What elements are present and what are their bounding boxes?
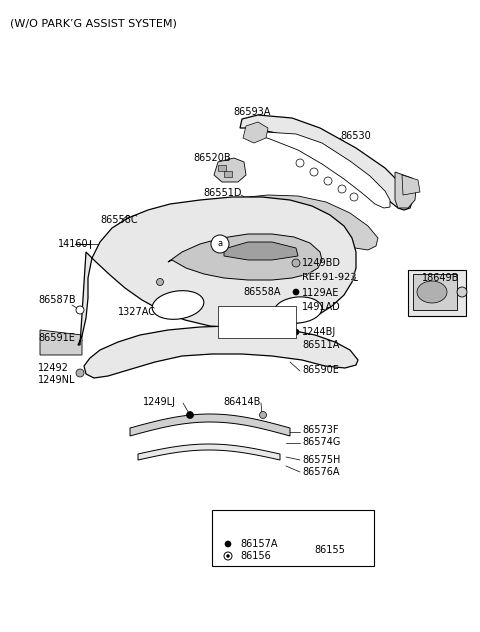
- Text: 1327AC: 1327AC: [118, 307, 156, 317]
- Circle shape: [260, 411, 266, 418]
- Circle shape: [187, 411, 193, 418]
- Ellipse shape: [152, 291, 204, 319]
- Bar: [413, 274, 457, 310]
- Polygon shape: [243, 122, 268, 143]
- Circle shape: [296, 159, 304, 167]
- Text: 86593A: 86593A: [233, 107, 271, 117]
- Text: a: a: [223, 516, 228, 525]
- Ellipse shape: [274, 297, 322, 323]
- Text: 1491AD: 1491AD: [302, 302, 341, 312]
- Text: 1249NL: 1249NL: [38, 375, 75, 385]
- Circle shape: [292, 259, 300, 267]
- Text: 1249BD: 1249BD: [302, 258, 341, 268]
- Text: 86157A: 86157A: [240, 539, 277, 549]
- Circle shape: [218, 512, 234, 528]
- Text: 86558A: 86558A: [243, 287, 280, 297]
- Circle shape: [293, 289, 299, 295]
- Text: 86587B: 86587B: [38, 295, 76, 305]
- Text: 18649B: 18649B: [422, 273, 459, 283]
- Text: 86576A: 86576A: [302, 467, 339, 477]
- Bar: [218, 306, 296, 338]
- Polygon shape: [214, 158, 246, 182]
- Circle shape: [292, 303, 300, 310]
- Circle shape: [156, 279, 164, 286]
- Polygon shape: [402, 175, 420, 195]
- Text: 86590E: 86590E: [302, 365, 339, 375]
- Circle shape: [293, 329, 299, 335]
- Text: 86530: 86530: [340, 131, 371, 141]
- Circle shape: [350, 193, 358, 201]
- Text: 1129AE: 1129AE: [302, 288, 339, 298]
- Polygon shape: [218, 195, 378, 250]
- Bar: [218, 165, 226, 171]
- Circle shape: [224, 552, 232, 560]
- Bar: [224, 171, 232, 177]
- Polygon shape: [130, 414, 290, 436]
- Polygon shape: [40, 330, 82, 355]
- Polygon shape: [248, 132, 390, 208]
- Circle shape: [211, 235, 229, 253]
- Text: 1244BJ: 1244BJ: [302, 327, 336, 337]
- Text: 86551D: 86551D: [203, 188, 241, 198]
- Text: 12492: 12492: [38, 363, 69, 373]
- Circle shape: [310, 168, 318, 176]
- Polygon shape: [224, 242, 298, 260]
- Bar: [212, 510, 374, 566]
- Circle shape: [457, 287, 467, 297]
- Text: 86511A: 86511A: [302, 340, 339, 350]
- Circle shape: [225, 541, 231, 547]
- Text: 14160: 14160: [58, 239, 89, 249]
- Circle shape: [227, 554, 229, 557]
- Polygon shape: [395, 172, 416, 208]
- Text: 86520B: 86520B: [193, 153, 230, 163]
- Polygon shape: [168, 234, 322, 280]
- Text: 86558C: 86558C: [100, 215, 138, 225]
- Bar: [408, 270, 466, 316]
- Circle shape: [338, 185, 346, 193]
- Circle shape: [76, 369, 84, 377]
- Ellipse shape: [417, 281, 447, 303]
- Text: 86155: 86155: [314, 545, 345, 555]
- Circle shape: [324, 177, 332, 185]
- Polygon shape: [122, 215, 136, 254]
- Text: (W/O PARK’G ASSIST SYSTEM): (W/O PARK’G ASSIST SYSTEM): [10, 18, 177, 28]
- Polygon shape: [84, 326, 358, 378]
- Text: 86574G: 86574G: [302, 437, 340, 447]
- Text: REF.91-923: REF.91-923: [302, 272, 356, 282]
- Text: a: a: [217, 240, 223, 248]
- Text: 86573F: 86573F: [302, 425, 338, 435]
- Text: 86414B: 86414B: [223, 397, 260, 407]
- Polygon shape: [240, 115, 412, 210]
- Text: 86575H: 86575H: [302, 455, 340, 465]
- Polygon shape: [78, 197, 356, 345]
- Circle shape: [76, 306, 84, 314]
- Text: 1249LJ: 1249LJ: [143, 397, 176, 407]
- Text: 86156: 86156: [240, 551, 271, 561]
- Polygon shape: [138, 444, 280, 460]
- Text: 86591E: 86591E: [38, 333, 75, 343]
